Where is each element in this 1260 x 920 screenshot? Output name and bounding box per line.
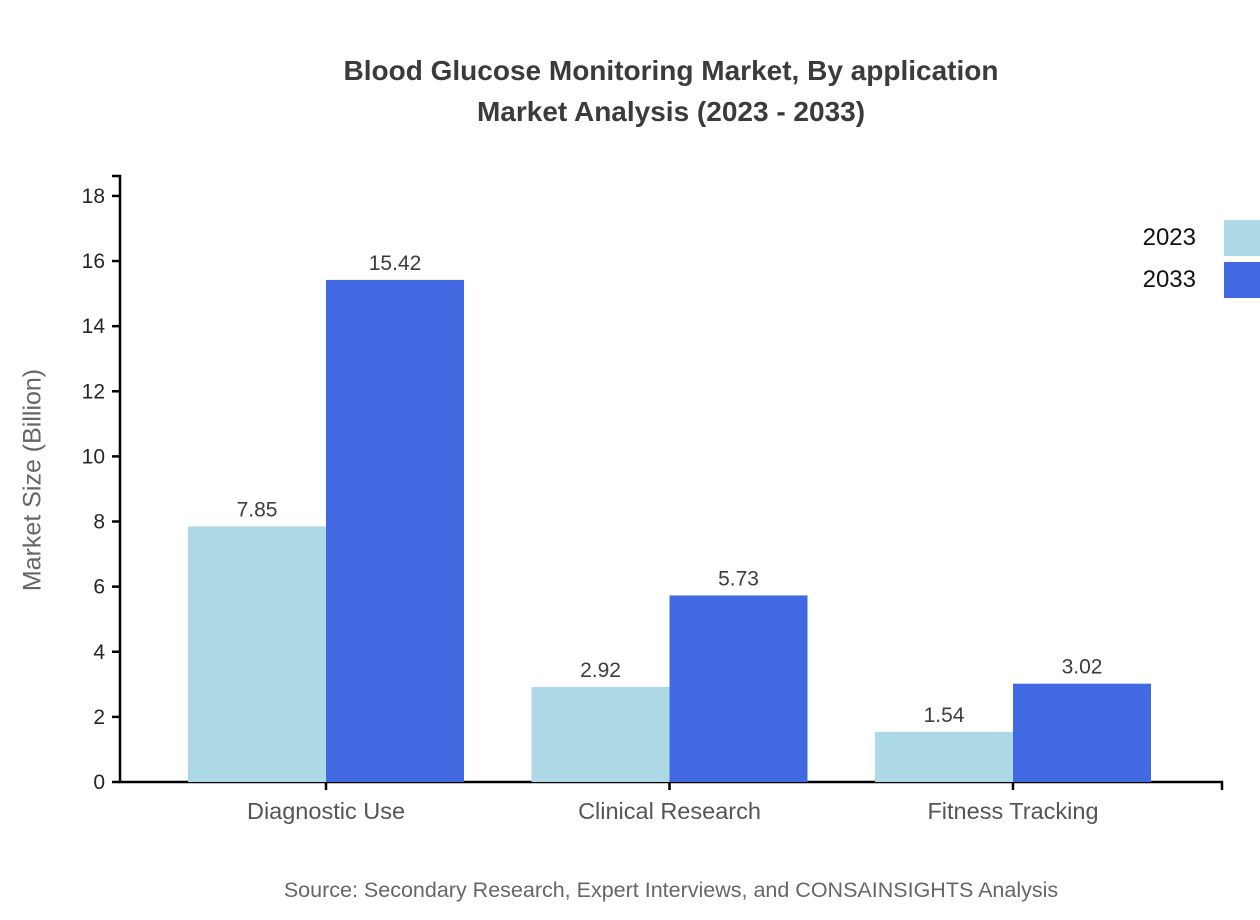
bar-value-label: 7.85 bbox=[237, 498, 278, 521]
chart-title: Blood Glucose Monitoring Market, By appl… bbox=[344, 50, 999, 132]
legend-item-2033: 2033 bbox=[1143, 262, 1260, 298]
bar-value-label: 2.92 bbox=[580, 659, 621, 682]
y-tick-label: 16 bbox=[82, 250, 105, 273]
legend: 2023 2033 bbox=[1143, 220, 1260, 298]
x-category-label: Clinical Research bbox=[578, 798, 761, 824]
bar-2033-fitness-tracking bbox=[1013, 683, 1151, 782]
bar-2033-diagnostic-use bbox=[326, 279, 464, 782]
y-tick-label: 0 bbox=[93, 771, 105, 794]
y-tick-label: 12 bbox=[82, 380, 105, 403]
x-category-label: Fitness Tracking bbox=[927, 798, 1098, 824]
bar-value-label: 5.73 bbox=[718, 567, 759, 590]
y-tick-label: 18 bbox=[82, 185, 105, 208]
legend-swatch-2033 bbox=[1224, 262, 1260, 298]
y-tick-label: 4 bbox=[93, 641, 105, 664]
chart-title-line2: Market Analysis (2023 - 2033) bbox=[476, 96, 866, 127]
y-tick-label: 2 bbox=[93, 706, 105, 729]
y-tick-label: 6 bbox=[93, 576, 105, 599]
x-category-label: Diagnostic Use bbox=[247, 798, 405, 824]
legend-label-2023: 2023 bbox=[1142, 224, 1196, 251]
bar-2023-clinical-research bbox=[531, 686, 670, 782]
legend-label-2033: 2033 bbox=[1142, 266, 1196, 293]
legend-swatch-2023 bbox=[1224, 220, 1260, 256]
y-tick-label: 10 bbox=[82, 445, 105, 468]
chart-title-line1: Blood Glucose Monitoring Market, By appl… bbox=[343, 55, 999, 86]
y-tick-label: 14 bbox=[82, 315, 106, 338]
source-note: Source: Secondary Research, Expert Inter… bbox=[283, 878, 1059, 902]
bar-value-label: 15.42 bbox=[369, 252, 422, 275]
legend-item-2023: 2023 bbox=[1143, 220, 1260, 256]
bar-2033-clinical-research bbox=[669, 595, 808, 782]
bar-value-label: 3.02 bbox=[1062, 656, 1103, 679]
bar-2023-fitness-tracking bbox=[875, 731, 1013, 782]
bar-value-label: 1.54 bbox=[924, 704, 965, 727]
bar-2023-diagnostic-use bbox=[188, 526, 326, 782]
y-tick-label: 8 bbox=[93, 511, 105, 534]
